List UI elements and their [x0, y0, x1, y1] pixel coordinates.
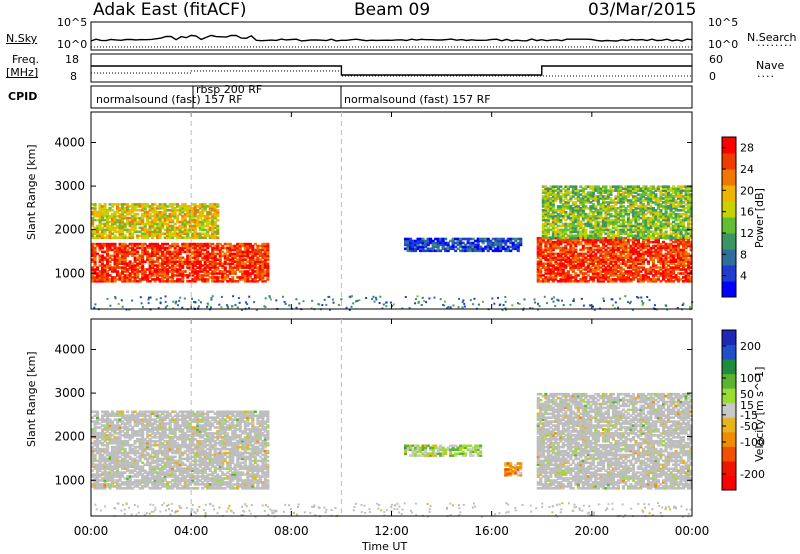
- velocity-panel: 1000 2000 3000 4000: [54, 318, 693, 518]
- echo-region-3: [504, 462, 523, 477]
- nsearch-legend-dots: ········: [757, 39, 793, 52]
- echo-region-4: [536, 392, 693, 490]
- colorbar-tick-label: 8: [740, 248, 747, 261]
- colorbar-tick-label: 50: [740, 388, 754, 401]
- x-tick-label: 08:00: [274, 524, 309, 538]
- frequency-strip: [90, 53, 693, 83]
- freq-left-tick-bottom: 8: [70, 70, 77, 83]
- noise-sky-line: [90, 34, 693, 42]
- x-tick-label: 16:00: [474, 524, 509, 538]
- colorbar-tick-label: 100: [740, 372, 761, 385]
- x-tick-label: 00:00: [74, 524, 109, 538]
- cpid-label: CPID: [8, 90, 38, 103]
- colorbar-tick-label: -15: [740, 409, 758, 422]
- colorbar-tick-label: 4: [740, 270, 747, 283]
- nave-legend-dots: ····: [757, 70, 775, 83]
- colorbar-tick-label: -100: [740, 436, 765, 449]
- y-tick-label: 2000: [54, 430, 85, 444]
- freq-left-tick-top: 18: [65, 53, 79, 66]
- colorbar-tick-label: 15: [740, 399, 754, 412]
- y-tick-label: 2000: [54, 223, 85, 237]
- time-axis-ticks: 00:00 04:00 08:00 12:00 16:00 20:00 00:00: [74, 524, 710, 538]
- x-tick-label: 04:00: [174, 524, 209, 538]
- velocity-echo-cells: [91, 392, 693, 518]
- frequency-line: [91, 65, 692, 76]
- site-title: Adak East (fitACF): [93, 0, 247, 20]
- cpid-segment-2: rbsp 200 RF: [196, 83, 263, 96]
- echo-region-1: [91, 242, 270, 283]
- y-tick-label: 4000: [54, 136, 85, 150]
- colorbar-tick-label: 12: [740, 227, 754, 240]
- nsky-label: N.Sky: [6, 32, 38, 45]
- cpid-strip: [90, 85, 693, 109]
- nave-right-tick-bottom: 0: [709, 70, 716, 83]
- x-tick-label: 00:00: [675, 524, 710, 538]
- colorbar-tick-label: 200: [740, 340, 761, 353]
- velocity-ylabel: Slant Range [km]: [25, 351, 38, 447]
- echo-region-1: [91, 410, 270, 490]
- nave-dotted-line: [91, 70, 692, 77]
- noise-right-tick-bottom: 10^0: [708, 38, 739, 51]
- x-tick-label: 12:00: [374, 524, 409, 538]
- freq-unit-label: [MHz]: [6, 66, 39, 79]
- power-ylabel: Slant Range [km]: [25, 144, 38, 240]
- nave-right-tick-top: 60: [709, 53, 723, 66]
- date-label: 03/Mar/2015: [588, 0, 697, 20]
- x-tick-label: 20:00: [575, 524, 610, 538]
- nsearch-label: N.Search: [747, 31, 797, 44]
- noise-strip: [90, 21, 693, 51]
- colorbar-tick-label: 24: [740, 163, 754, 176]
- noise-left-tick-top: 10^5: [57, 16, 88, 29]
- near-range-echoes: [93, 295, 694, 311]
- colorbar-tick-label: -200: [740, 468, 765, 481]
- noise-left-tick-bottom: 10^0: [57, 38, 88, 51]
- power-colorbar: 4 8 12 16 20 24 28: [721, 136, 754, 298]
- echo-region-2: [91, 203, 220, 239]
- echo-region-3: [404, 237, 523, 253]
- y-tick-label: 1000: [54, 473, 85, 487]
- noise-right-tick-top: 10^5: [708, 16, 739, 29]
- cpid-segment-1: normalsound (fast) 157 RF: [96, 93, 243, 106]
- velocity-axis: 1000 2000 3000 4000: [54, 319, 693, 516]
- y-tick-label: 3000: [54, 179, 85, 193]
- echo-region-4: [536, 236, 693, 283]
- colorbar-tick-label: 20: [740, 184, 754, 197]
- y-tick-label: 1000: [54, 266, 85, 280]
- beam-label: Beam 09: [354, 0, 431, 20]
- power-axis: 1000 2000 3000 4000: [54, 112, 693, 309]
- power-panel: 1000 2000 3000 4000: [54, 111, 694, 311]
- colorbar-tick-label: -50: [740, 420, 758, 433]
- y-tick-label: 3000: [54, 386, 85, 400]
- freq-label: Freq.: [12, 53, 40, 66]
- power-echo-cells: [91, 185, 694, 311]
- echo-region-2: [404, 444, 483, 457]
- y-tick-label: 4000: [54, 343, 85, 357]
- power-colorbar-label: Power [dB]: [753, 188, 766, 248]
- colorbar-tick-label: 16: [740, 206, 754, 219]
- cpid-segment-3: normalsound (fast) 157 RF: [344, 93, 491, 106]
- time-axis-label: Time UT: [362, 540, 408, 553]
- colorbar-tick-label: 28: [740, 142, 754, 155]
- echo-region-5: [541, 185, 693, 239]
- nave-label: Nave: [756, 59, 785, 72]
- velocity-colorbar-label: Velocity [m s^-1]: [753, 366, 766, 462]
